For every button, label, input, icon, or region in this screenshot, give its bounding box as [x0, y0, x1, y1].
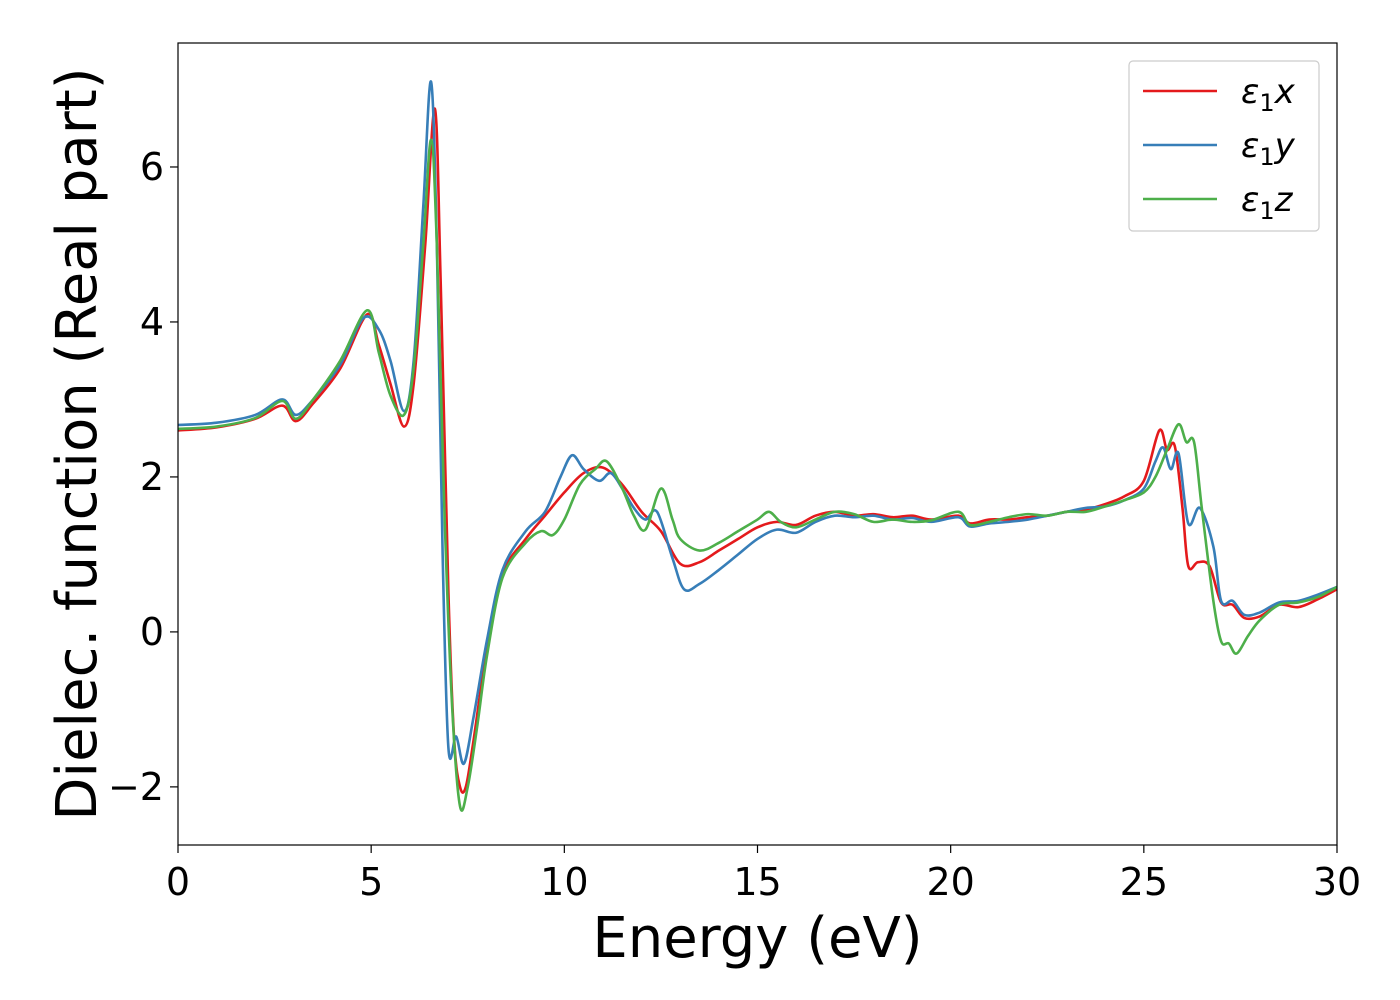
x-tick-label: 5: [359, 860, 383, 904]
x-tick-label: 10: [540, 860, 588, 904]
x-tick-label: 15: [733, 860, 781, 904]
y-tick-label: −2: [108, 765, 164, 809]
y-tick-label: 4: [140, 300, 164, 344]
x-tick-label: 0: [166, 860, 190, 904]
legend-box: [1128, 60, 1320, 232]
legend-label-z: ε1z: [1241, 180, 1294, 225]
series-layer: [178, 80, 1337, 812]
x-tick-label: 25: [1120, 860, 1168, 904]
y-tick-label: 2: [140, 455, 164, 499]
y-axis-ticks: −2 0 2 4 6: [108, 145, 178, 809]
legend-label-y: ε1y: [1241, 126, 1296, 171]
y-tick-label: 0: [140, 610, 164, 654]
series-line-x: [178, 107, 1337, 794]
series-line-z: [178, 138, 1337, 812]
y-tick-label: 6: [140, 145, 164, 189]
x-tick-label: 30: [1313, 860, 1361, 904]
legend-label-x: ε1x: [1241, 72, 1296, 117]
x-axis-ticks: 0 5 10 15 20 25 30: [166, 845, 1361, 904]
y-axis-label: Dielec. function (Real part): [45, 67, 110, 820]
x-axis-label: Energy (eV): [592, 906, 922, 971]
legend: ε1x ε1y ε1z: [1128, 60, 1320, 232]
x-tick-label: 20: [926, 860, 974, 904]
